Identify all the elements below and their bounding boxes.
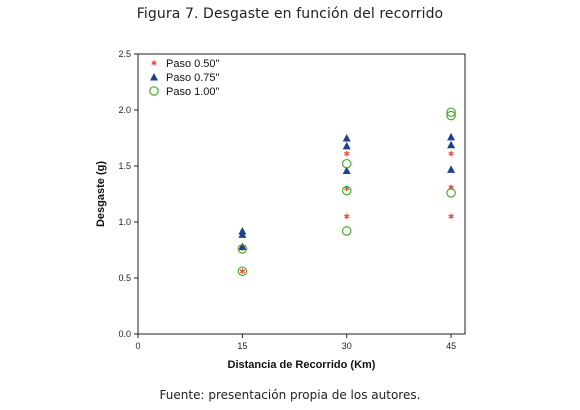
axes — [137, 53, 466, 335]
data-point — [341, 185, 352, 196]
data-point — [238, 226, 247, 235]
axis-ticks: 0 15 30 45 0.0 0.5 1.0 1.5 2.0 2.5 — [118, 49, 456, 351]
data-point — [237, 244, 248, 254]
data-point — [342, 134, 351, 142]
wear-scatter-chart: 0 15 30 450.00.51.01.52.02.5 Paso 0.50"Paso… — [95, 49, 466, 371]
legend-label: Paso 0.50" — [166, 58, 220, 70]
data-point — [447, 140, 456, 149]
y-tick-label: 1.0 — [118, 217, 131, 227]
data-point — [344, 150, 350, 157]
series-triangle — [238, 132, 456, 251]
data-point — [446, 188, 456, 198]
data-point — [237, 266, 248, 277]
data-point — [448, 213, 454, 220]
y-tick-label: 0.0 — [118, 329, 131, 339]
x-axis-title: Distancia de Recorrido (Km) — [228, 359, 376, 371]
data-point — [446, 110, 456, 121]
x-tick-label: 30 — [342, 341, 352, 351]
x-tick-label: 45 — [446, 341, 456, 351]
data-point — [446, 107, 456, 118]
data-point — [239, 268, 246, 275]
figure-title: Figura 7. Desgaste en función del recorr… — [136, 6, 444, 22]
data-point — [342, 141, 351, 150]
y-tick-label: 0.5 — [118, 273, 131, 283]
data-point — [342, 166, 351, 174]
data-point — [344, 213, 350, 220]
plot-frame — [137, 53, 466, 335]
legend: Paso 0.50" Paso 0.75" Paso 1.00" — [149, 58, 220, 98]
data-point — [341, 226, 352, 236]
data-point — [341, 158, 352, 169]
series-circle — [237, 107, 456, 277]
legend-label: Paso 1.00" — [166, 86, 220, 98]
x-tick-label: 15 — [237, 341, 247, 351]
legend-marker — [151, 60, 157, 66]
data-point — [238, 242, 247, 251]
y-axis-title: Desgaste (g) — [95, 161, 107, 227]
legend-marker — [150, 73, 158, 81]
data-point — [447, 132, 456, 141]
y-tick-label: 2.5 — [118, 49, 131, 59]
y-tick-label: 2.0 — [118, 105, 131, 115]
y-tick-label: 1.5 — [118, 161, 131, 171]
data-point — [447, 165, 456, 173]
data-point — [448, 150, 454, 157]
data-points — [237, 107, 456, 277]
x-tick-label: 0 — [135, 341, 140, 351]
figure-source: Fuente: presentación propia de los autor… — [159, 388, 421, 402]
legend-marker — [149, 86, 159, 96]
legend-label: Paso 0.75" — [166, 72, 220, 84]
